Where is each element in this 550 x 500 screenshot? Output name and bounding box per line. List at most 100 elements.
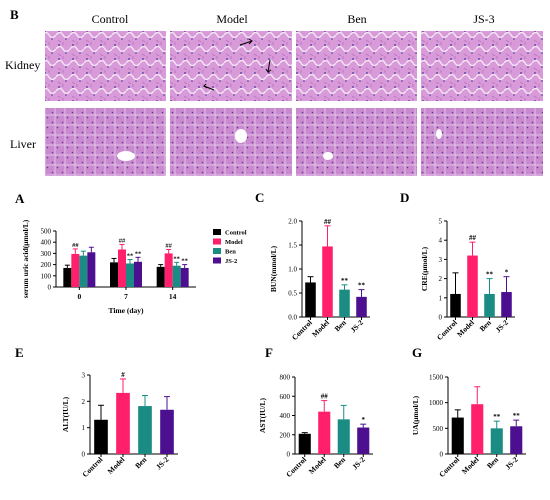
x-tick-label: Ben <box>332 454 348 470</box>
bar <box>71 253 80 287</box>
y-tick-label: 1.0 <box>288 266 297 274</box>
liver-image-model <box>170 108 292 176</box>
row-label-kidney: Kidney <box>5 58 40 72</box>
y-tick-label: 5 <box>439 218 443 226</box>
y-tick-label: 100 <box>41 272 52 280</box>
bar <box>305 282 316 317</box>
bar <box>510 426 523 454</box>
liver-vessel-ben <box>323 152 333 160</box>
significance-mark: ## <box>119 237 126 244</box>
y-tick-label: 2.0 <box>288 218 297 226</box>
y-tick-label: 300 <box>41 250 52 258</box>
bar <box>339 289 350 317</box>
bar <box>484 293 495 317</box>
y-tick-label: 400 <box>41 239 52 247</box>
column-header-ben: Ben <box>347 12 366 26</box>
legend-swatch <box>213 257 221 264</box>
y-tick-label: 1.5 <box>288 242 297 250</box>
x-tick-label: 14 <box>169 292 177 301</box>
bar <box>450 293 461 317</box>
y-tick-label: 500 <box>41 228 52 236</box>
bar <box>471 404 484 454</box>
bar <box>126 263 134 287</box>
y-tick-label: 1 <box>82 424 86 432</box>
liver-vessel-control <box>117 151 135 161</box>
liver-image-ben <box>296 108 417 176</box>
bar <box>164 253 173 287</box>
y-tick-label: 200 <box>280 431 291 439</box>
significance-mark: ** <box>486 271 494 279</box>
y-tick-label: 4 <box>439 237 443 245</box>
significance-mark: ## <box>321 393 329 401</box>
column-header-js3: JS-3 <box>473 12 494 26</box>
bar <box>490 428 503 454</box>
legend-swatch <box>213 238 221 245</box>
bar <box>63 267 72 287</box>
x-tick-label: Model <box>106 455 127 476</box>
panel-b-label: B <box>10 7 19 22</box>
significance-mark: ** <box>127 253 134 260</box>
liver-image-control <box>45 108 166 176</box>
y-tick-label: 0 <box>439 314 443 322</box>
significance-mark: * <box>362 416 366 424</box>
y-tick-label: 3 <box>439 256 443 264</box>
y-tick-label: 1 <box>439 294 443 302</box>
x-tick-label: Control <box>437 455 461 479</box>
x-tick-label: 7 <box>124 292 128 301</box>
bar <box>110 262 118 287</box>
bar <box>116 392 130 454</box>
x-tick-label: JS-2 <box>503 455 520 472</box>
significance-mark: ## <box>469 234 477 242</box>
legend-swatch <box>213 229 221 235</box>
significance-mark: ## <box>72 242 79 249</box>
column-header-control: Control <box>92 12 129 26</box>
bar <box>138 406 152 454</box>
x-tick-label: Ben <box>333 317 349 333</box>
x-tick-label: JS-2 <box>494 318 511 335</box>
bar <box>134 261 142 287</box>
y-tick-label: 0.5 <box>288 290 297 298</box>
kidney-image-js3 <box>421 31 543 101</box>
x-tick-label: Ben <box>485 454 501 470</box>
bar <box>337 419 350 454</box>
y-axis-label: serum uric acid(μmol/L) <box>21 219 30 298</box>
panel-b: B Control Model Ben JS-3 Kidney Liver <box>5 7 543 176</box>
significance-mark: ** <box>181 258 188 265</box>
x-tick-label: Model <box>460 455 481 476</box>
x-axis-label: Time (day) <box>108 306 144 315</box>
y-tick-label: 0 <box>48 284 52 292</box>
y-axis-label: UA(μmol/L) <box>411 395 420 435</box>
kidney-image-ben <box>296 31 417 101</box>
row-label-liver: Liver <box>10 137 36 151</box>
significance-mark: * <box>505 269 509 277</box>
y-tick-label: 200 <box>41 261 52 269</box>
chart-a: A 0 100 200 300 400 500 serum uric acid(μmol/L)… <box>15 191 247 315</box>
x-tick-label: JS-2 <box>350 455 367 472</box>
arrow-markers <box>203 38 272 91</box>
significance-mark: ## <box>165 242 172 249</box>
significance-mark: ** <box>358 282 366 290</box>
bar <box>79 255 88 287</box>
significance-mark: # <box>121 371 125 379</box>
kidney-image-control <box>45 31 166 101</box>
y-tick-label: 0.0 <box>288 314 297 322</box>
y-axis-label: CRE(μmol/L) <box>420 246 429 291</box>
x-tick-label: Model <box>307 455 328 476</box>
y-tick-label: 0 <box>287 451 291 459</box>
column-header-model: Model <box>216 12 248 26</box>
y-tick-label: 800 <box>280 374 291 382</box>
kidney-image-model <box>170 31 292 101</box>
legend-label: JS-2 <box>225 258 237 265</box>
panel-a-label: A <box>15 191 25 206</box>
bar <box>322 246 333 317</box>
bar <box>467 255 478 317</box>
legend-label: Ben <box>225 249 236 256</box>
legend-swatch <box>213 248 221 254</box>
x-tick-label: Control <box>80 455 104 479</box>
